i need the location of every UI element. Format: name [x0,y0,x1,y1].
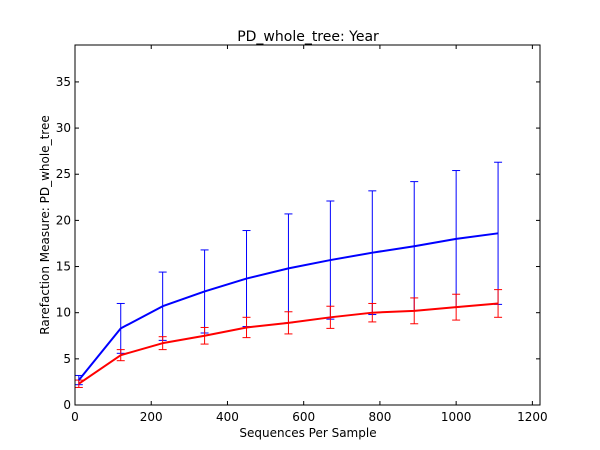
y-tick-label: 15 [56,260,71,274]
x-axis-title: Sequences Per Sample [239,426,376,440]
x-tick-label: 400 [216,410,239,424]
y-tick-label: 25 [56,167,71,181]
series-line-0 [78,232,499,381]
y-tick-label: 10 [56,306,71,320]
chart-title: PD_whole_tree: Year [237,29,379,45]
x-tick-label: 600 [292,410,315,424]
y-axis-title: Rarefaction Measure: PD_whole_tree [38,115,52,334]
x-tick-label: 200 [140,410,163,424]
x-tick-label: 1200 [517,410,548,424]
plot-frame [74,44,541,406]
x-tick-label: 800 [368,410,391,424]
plot-area [75,45,540,405]
series-lines [78,232,499,385]
x-tick-label: 0 [71,410,79,424]
y-tick-label: 30 [56,121,71,135]
y-tick-label: 0 [63,398,71,412]
x-tick-label: 1000 [441,410,472,424]
y-tick-label: 20 [56,213,71,227]
y-tick-label: 5 [63,352,71,366]
y-tick-label: 35 [56,75,71,89]
y-axis: 0 5 10 15 20 25 30 35 [56,75,540,412]
series-line-1 [78,302,499,385]
x-axis: 0 200 400 600 800 1000 1200 [71,45,548,424]
